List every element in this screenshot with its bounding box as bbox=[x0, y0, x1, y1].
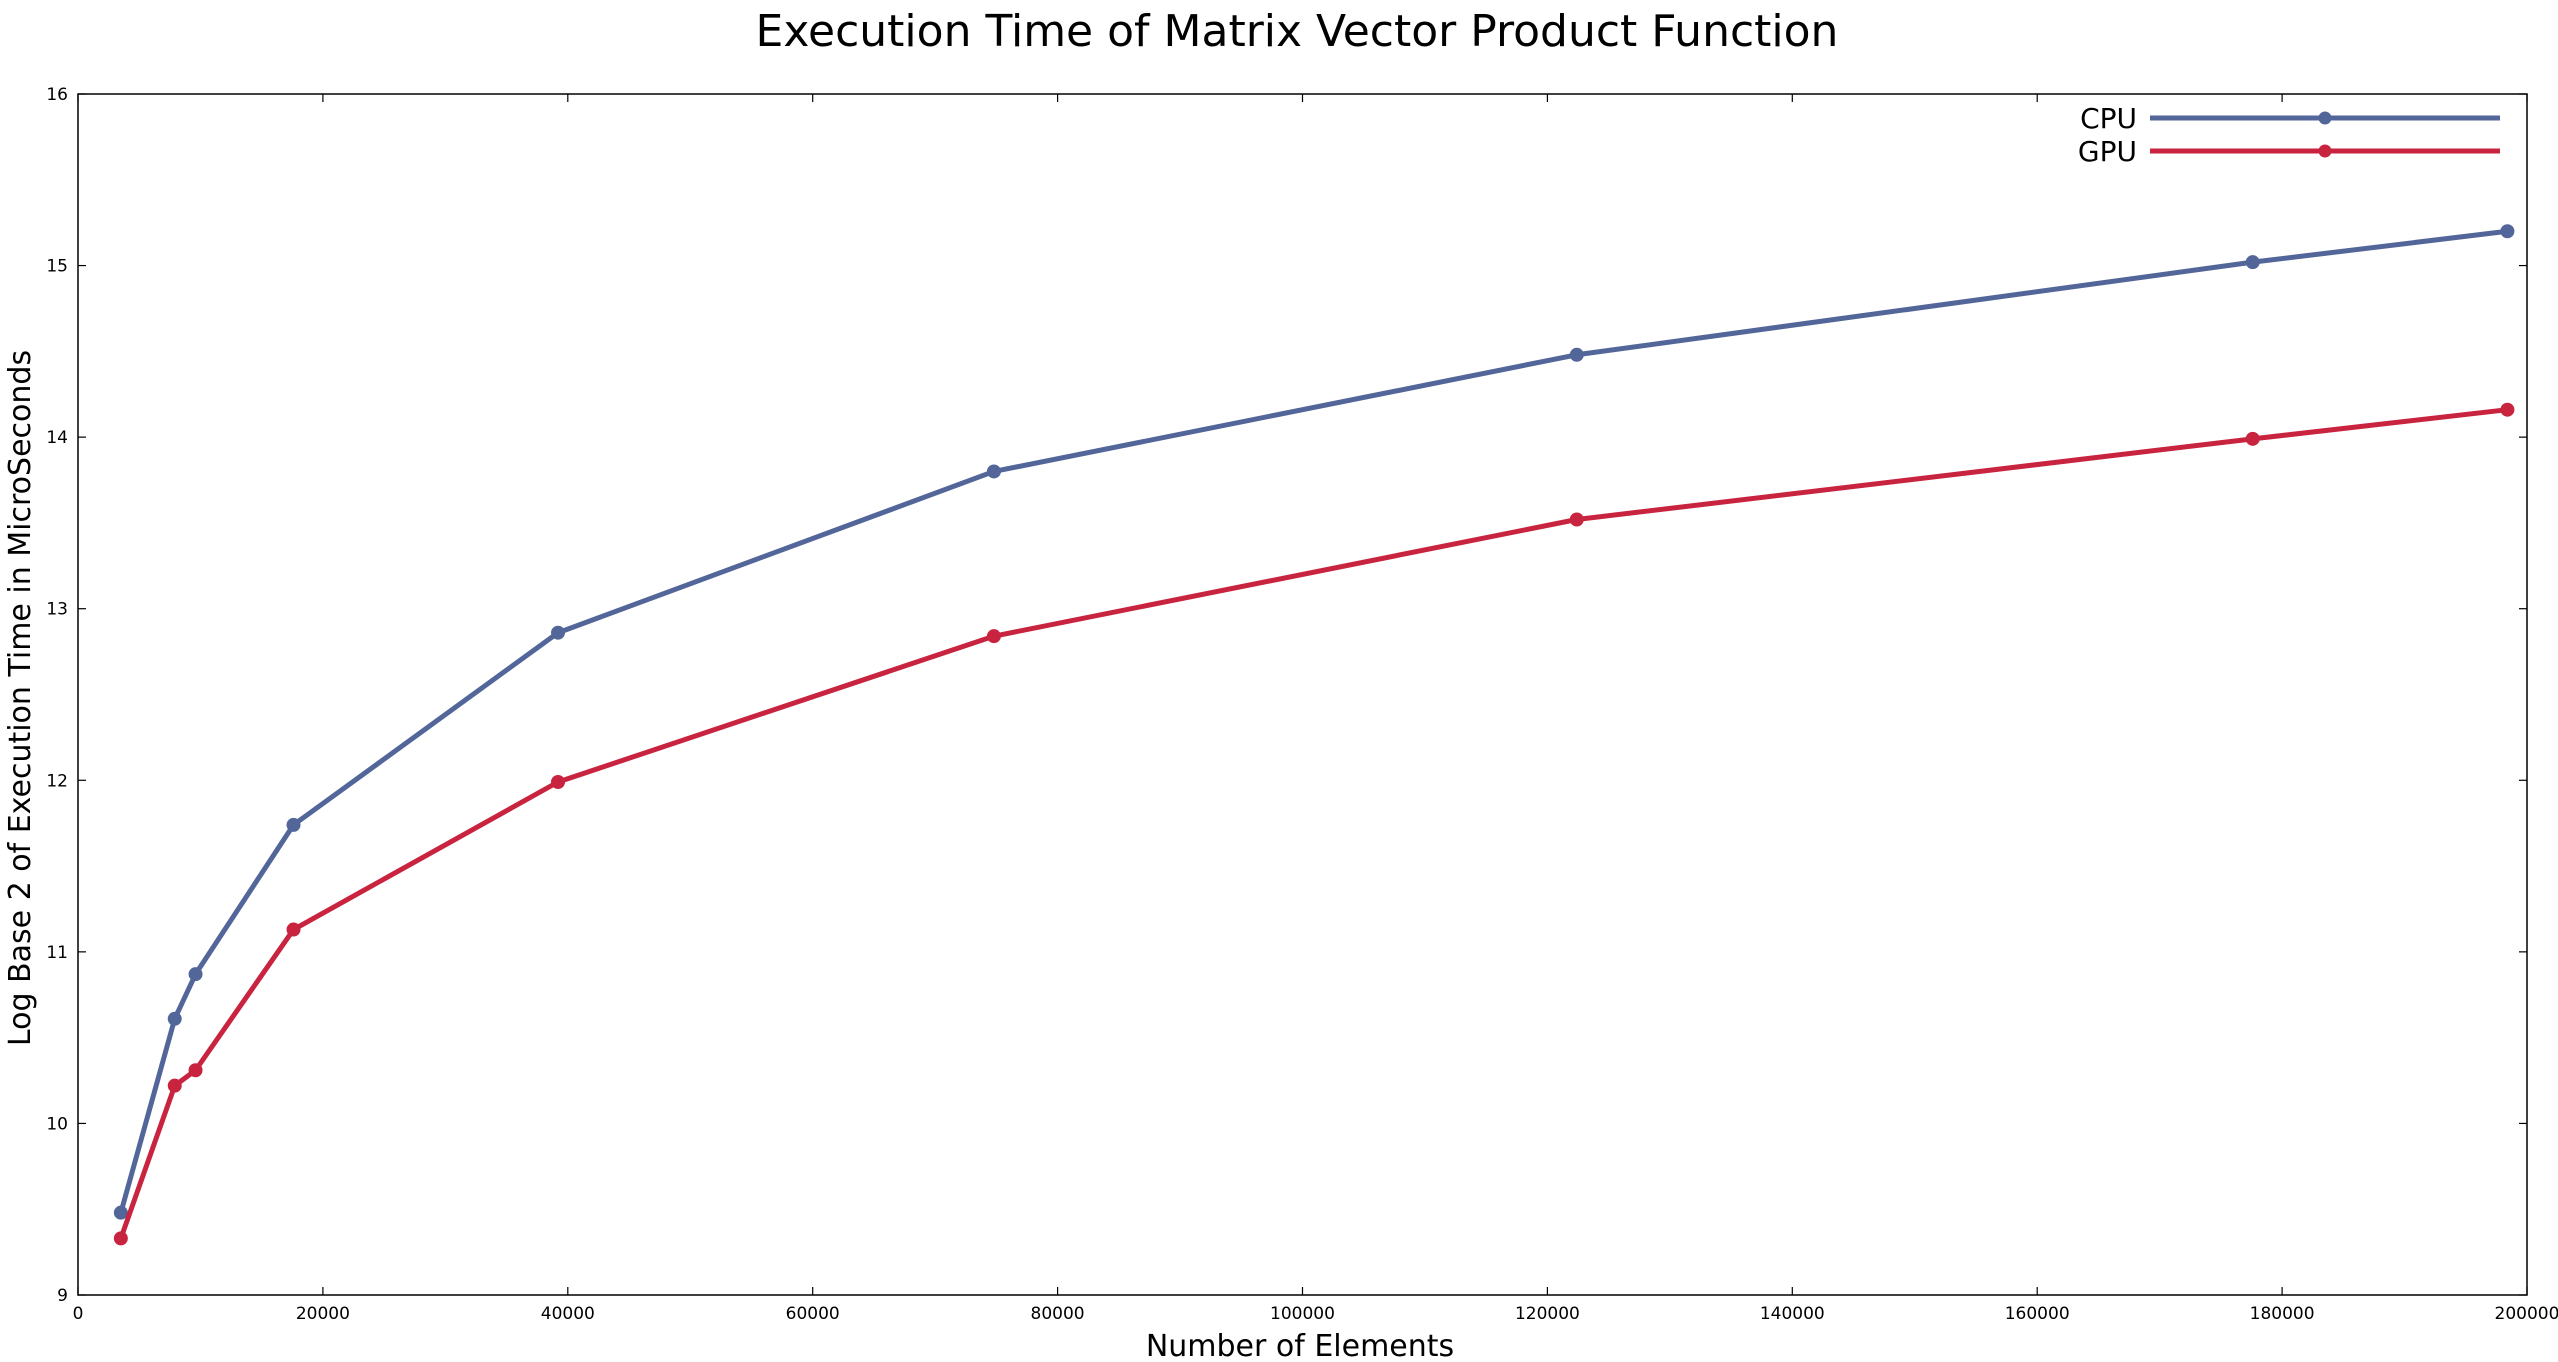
data-point-cpu bbox=[551, 625, 566, 640]
x-tick-label: 160000 bbox=[2005, 1304, 2070, 1324]
data-point-cpu bbox=[286, 817, 301, 832]
legend-marker-cpu bbox=[2318, 111, 2332, 125]
data-point-gpu bbox=[551, 775, 566, 790]
y-tick-label: 14 bbox=[46, 428, 68, 448]
series-line-cpu bbox=[118, 228, 2508, 1214]
y-tick-label: 11 bbox=[46, 943, 68, 963]
data-point-cpu bbox=[2245, 255, 2260, 270]
data-point-gpu bbox=[286, 922, 301, 937]
legend-marker-gpu bbox=[2318, 144, 2332, 158]
data-point-gpu bbox=[113, 1231, 128, 1246]
x-tick-label: 0 bbox=[73, 1304, 84, 1324]
data-point-gpu bbox=[2245, 431, 2260, 446]
y-tick-label: 13 bbox=[46, 600, 68, 620]
data-point-gpu bbox=[2500, 402, 2515, 417]
data-point-cpu bbox=[188, 967, 203, 982]
legend-label-gpu: GPU bbox=[2078, 135, 2137, 168]
data-point-gpu bbox=[188, 1063, 203, 1078]
data-point-gpu bbox=[167, 1078, 182, 1093]
x-tick-label: 180000 bbox=[2250, 1304, 2315, 1324]
data-point-cpu bbox=[167, 1011, 182, 1026]
y-tick-label: 16 bbox=[46, 85, 68, 105]
x-tick-label: 40000 bbox=[541, 1304, 595, 1324]
y-tick-label: 15 bbox=[46, 257, 68, 277]
x-tick-label: 20000 bbox=[296, 1304, 350, 1324]
x-tick-label: 60000 bbox=[786, 1304, 840, 1324]
y-tick-label: 10 bbox=[46, 1114, 68, 1134]
x-tick-label: 100000 bbox=[1270, 1304, 1335, 1324]
data-point-gpu bbox=[1569, 512, 1584, 527]
data-point-cpu bbox=[2500, 224, 2515, 239]
data-point-gpu bbox=[986, 629, 1001, 644]
legend-label-cpu: CPU bbox=[2080, 102, 2137, 135]
chart-title: Execution Time of Matrix Vector Product … bbox=[756, 6, 1839, 57]
x-tick-label: 140000 bbox=[1760, 1304, 1825, 1324]
y-axis-label: Log Base 2 of Execution Time in MicroSec… bbox=[3, 350, 38, 1046]
x-tick-label: 200000 bbox=[2495, 1304, 2558, 1324]
series-line-gpu bbox=[118, 407, 2508, 1240]
data-point-cpu bbox=[986, 464, 1001, 479]
x-tick-label: 80000 bbox=[1031, 1304, 1085, 1324]
x-tick-label: 120000 bbox=[1515, 1304, 1580, 1324]
data-point-cpu bbox=[113, 1205, 128, 1220]
x-axis-label: Number of Elements bbox=[1146, 1329, 1454, 1362]
plot-area: 0 20000 40000 60000 80000 100000 120000 140000 1… bbox=[46, 85, 2558, 1324]
y-tick-label: 12 bbox=[46, 771, 68, 791]
y-tick-label: 9 bbox=[57, 1286, 68, 1306]
data-point-cpu bbox=[1569, 347, 1584, 362]
